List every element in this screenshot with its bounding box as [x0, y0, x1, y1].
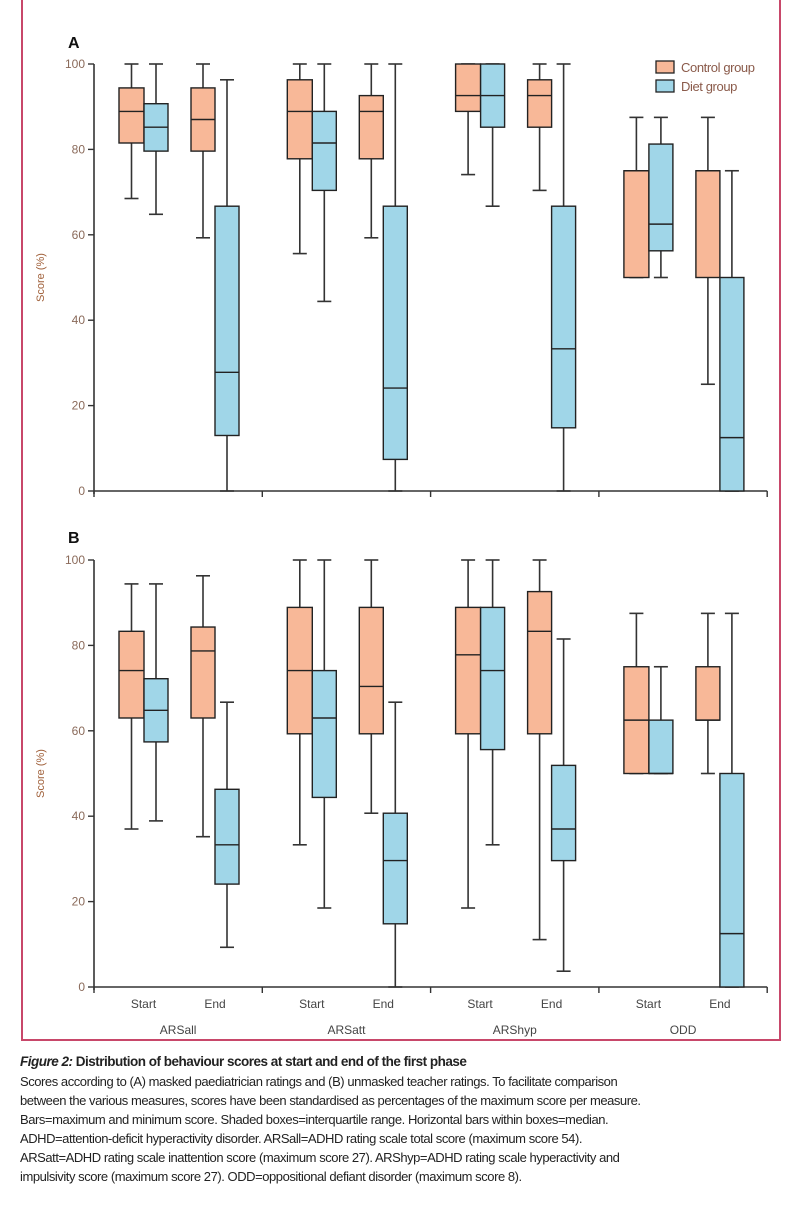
group-label: ODD: [670, 1023, 697, 1037]
caption-line: Bars=maximum and minimum score. Shaded b…: [20, 1112, 609, 1127]
iqr-box-control-odd-end: [695, 666, 721, 721]
y-tick-label: 80: [72, 142, 86, 156]
iqr-box-diet-arshyp-start: [479, 606, 506, 751]
iqr-box-diet-arsatt-end: [382, 205, 408, 461]
y-axis-label: Score (%): [35, 749, 47, 798]
caption-line: between the various measures, scores hav…: [20, 1093, 641, 1108]
iqr-box-control-arsatt-start: [286, 79, 313, 160]
figure-caption: Figure 2: Distribution of behaviour scor…: [20, 1054, 790, 1186]
caption-line: ARSatt=ADHD rating scale inattention sco…: [20, 1150, 620, 1165]
iqr-box-control-arshyp-end: [526, 79, 553, 128]
iqr-box-control-arsall-start: [118, 87, 145, 144]
y-tick-label: 100: [65, 57, 85, 71]
y-tick-label: 80: [72, 638, 86, 652]
caption-line: ADHD=attention-deficit hyperactivity dis…: [20, 1131, 582, 1146]
y-tick-label: 100: [65, 553, 85, 567]
iqr-box-diet-arsatt-start: [311, 110, 337, 192]
iqr-box-control-arsall-end: [190, 626, 216, 719]
group-label: ARShyp: [493, 1023, 537, 1037]
iqr-box-control-arshyp-start: [454, 606, 482, 735]
caption-line: impulsivity score (maximum score 27). OD…: [20, 1169, 522, 1184]
x-tick-label-start: Start: [299, 997, 325, 1011]
y-axis-label: Score (%): [35, 253, 47, 302]
legend-swatch-control: [655, 60, 675, 74]
iqr-box-diet-odd-start: [648, 719, 674, 775]
panel-label: B: [68, 530, 80, 547]
legend-swatch-diet: [655, 79, 675, 93]
legend-label-control: Control group: [681, 60, 755, 75]
iqr-box-diet-arshyp-end: [550, 764, 577, 862]
iqr-box-diet-arshyp-end: [550, 205, 577, 429]
figure-frame: [21, 0, 781, 1041]
x-tick-label-start: Start: [131, 997, 157, 1011]
x-tick-label-end: End: [541, 997, 562, 1011]
iqr-box-diet-odd-end: [719, 276, 745, 492]
group-label: ARSall: [160, 1023, 197, 1037]
x-tick-label-end: End: [373, 997, 394, 1011]
caption-title-text: Distribution of behaviour scores at star…: [75, 1054, 467, 1069]
group-label: ARSatt: [327, 1023, 366, 1037]
x-tick-label-start: Start: [636, 997, 662, 1011]
iqr-box-diet-arsall-end: [214, 788, 240, 885]
x-tick-label-end: End: [204, 997, 225, 1011]
iqr-box-control-arshyp-end: [526, 590, 553, 735]
y-tick-label: 20: [72, 895, 86, 909]
panel-label: A: [68, 35, 80, 52]
y-tick-label: 20: [72, 399, 86, 413]
caption-title: Figure 2: Distribution of behaviour scor…: [20, 1054, 790, 1069]
iqr-box-diet-odd-start: [648, 143, 674, 252]
x-tick-label-start: Start: [467, 997, 493, 1011]
y-tick-label: 40: [72, 313, 86, 327]
iqr-box-control-arsall-start: [118, 630, 145, 719]
y-tick-label: 60: [72, 724, 86, 738]
iqr-box-diet-odd-end: [719, 772, 745, 988]
y-tick-label: 60: [72, 228, 86, 242]
caption-line: Scores according to (A) masked paediatri…: [20, 1074, 618, 1089]
y-tick-label: 0: [78, 484, 85, 498]
iqr-box-control-arshyp-start: [454, 63, 482, 113]
iqr-box-control-odd-start: [623, 170, 650, 279]
iqr-box-control-odd-end: [695, 170, 721, 279]
y-tick-label: 0: [78, 980, 85, 994]
box-plot-figure: A 0 20 40 60 80 100 Score (%) Control group Diet …: [35, 35, 768, 1037]
iqr-box-diet-arsatt-start: [311, 669, 337, 799]
iqr-box-diet-arsall-end: [214, 205, 240, 437]
y-tick-label: 40: [72, 809, 86, 823]
x-tick-label-end: End: [709, 997, 730, 1011]
figure-label: Figure 2:: [20, 1054, 73, 1069]
iqr-box-diet-arsatt-end: [382, 812, 408, 925]
iqr-box-control-arsatt-end: [358, 94, 384, 160]
iqr-box-control-arsatt-end: [358, 606, 384, 735]
legend-label-diet: Diet group: [681, 79, 737, 94]
